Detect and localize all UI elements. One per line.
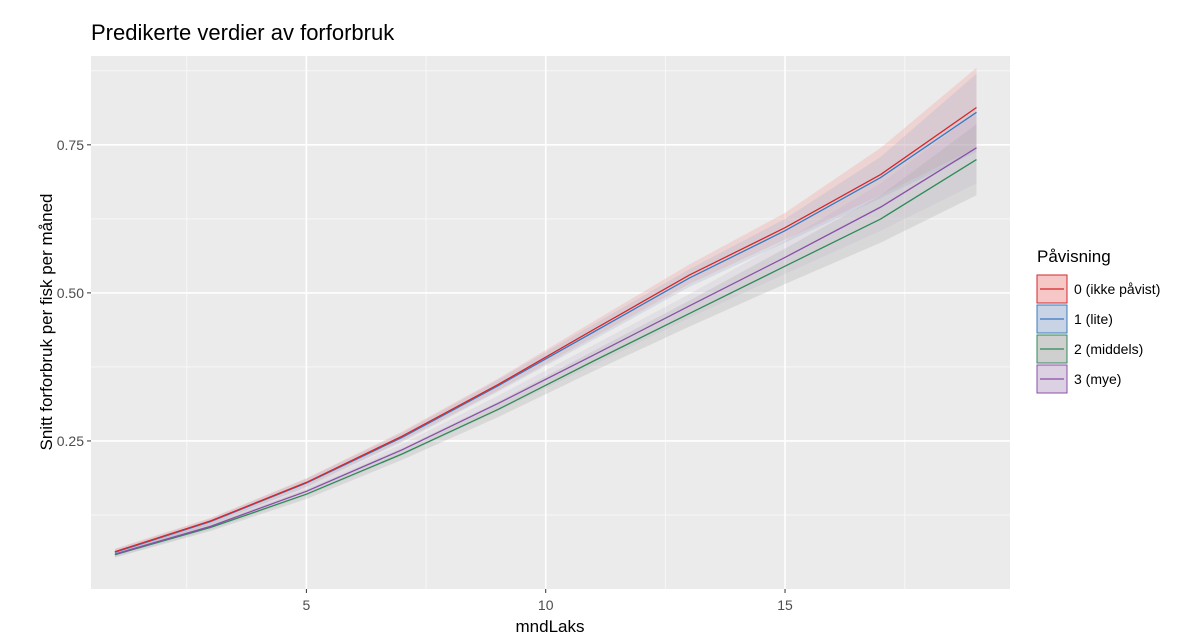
x-tick-label: 10 <box>538 597 554 613</box>
legend-title: Påvisning <box>1037 247 1111 266</box>
legend: Påvisning 0 (ikke påvist) 1 (lite) 2 (midd… <box>1036 247 1160 394</box>
series-line-0 <box>114 106 977 553</box>
legend-label: 1 (lite) <box>1074 311 1113 327</box>
series-line-2 <box>114 159 977 556</box>
legend-label: 2 (middels) <box>1074 341 1143 357</box>
x-axis-title: mndLaks <box>516 617 585 636</box>
chart-title: Predikerte verdier av forforbruk <box>91 20 395 45</box>
y-tick-label: 0.75 <box>57 137 84 153</box>
major-gridlines <box>91 56 1010 589</box>
x-tick-label: 5 <box>302 597 310 613</box>
series-lines <box>114 106 977 556</box>
series-line-3 <box>114 147 977 555</box>
y-axis-title: Snitt forforbruk per fisk per måned <box>37 193 56 450</box>
y-axis-ticks: 0.25 0.50 0.75 <box>57 137 91 449</box>
legend-label: 0 (ikke påvist) <box>1074 281 1160 297</box>
plot-panel <box>91 56 1010 589</box>
x-axis-ticks: 5 10 15 <box>302 589 793 613</box>
x-tick-label: 15 <box>777 597 793 613</box>
y-tick-label: 0.25 <box>57 433 84 449</box>
y-tick-label: 0.50 <box>57 285 84 301</box>
legend-keys: 0 (ikke påvist) 1 (lite) 2 (middels) 3 (mye… <box>1036 274 1160 394</box>
legend-label: 3 (mye) <box>1074 371 1121 387</box>
